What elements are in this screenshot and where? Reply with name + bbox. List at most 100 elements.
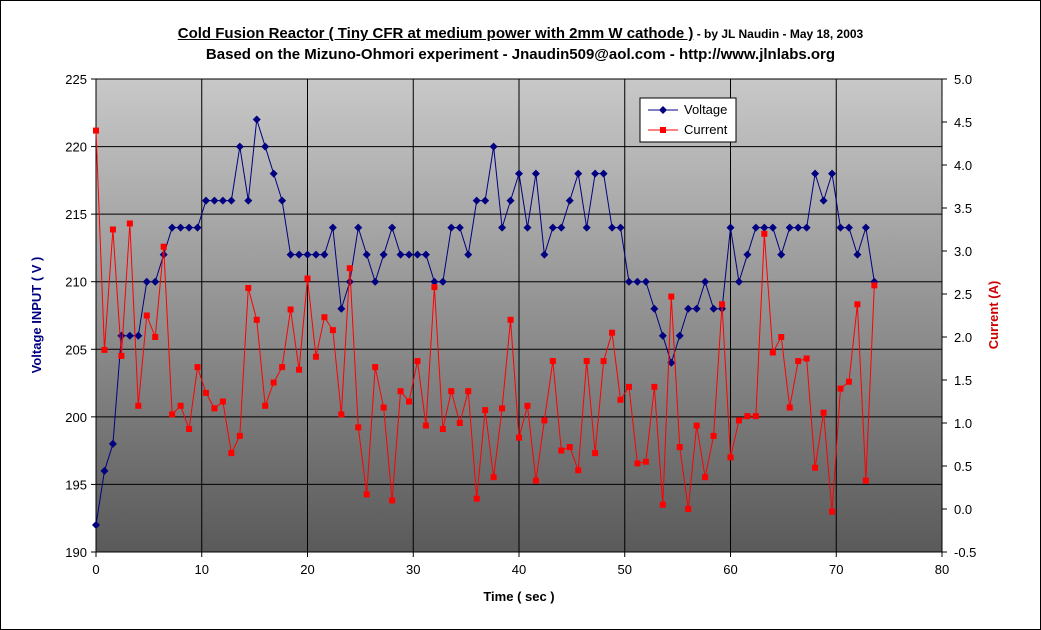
voltage-point [540,250,549,259]
current-point [719,301,726,308]
x-tick-label: 50 [618,562,632,577]
x-tick-label: 30 [406,562,420,577]
current-point [735,417,742,424]
current-point [566,444,573,451]
current-point [583,358,590,365]
voltage-point [396,250,405,259]
current-point [778,334,785,340]
voltage-point [438,277,447,286]
current-point [152,334,159,340]
current-point [592,450,599,457]
current-point [642,458,649,465]
current-point [668,293,675,300]
voltage-point [201,196,210,205]
voltage-point [430,277,439,286]
y-right-tick-label: 2.0 [954,330,972,345]
voltage-point [421,250,430,259]
voltage-point [235,142,244,151]
voltage-point [819,196,828,205]
current-point [431,284,438,291]
voltage-point [252,115,261,124]
voltage-point [227,196,236,205]
voltage-point [675,331,684,340]
voltage-point [650,304,659,313]
voltage-point [142,277,151,286]
current-point [126,220,133,227]
voltage-point [811,169,820,178]
current-point [803,355,810,362]
y-right-tick-label: 2.5 [954,287,972,302]
current-point [143,312,150,319]
voltage-point [261,142,270,151]
current-point [659,501,666,508]
voltage-point [379,250,388,259]
current-point [617,396,624,403]
voltage-point [785,223,794,232]
y-left-tick-label: 220 [65,140,87,155]
current-point [473,495,480,502]
current-point [329,327,336,334]
voltage-point [345,277,354,286]
current-point [456,420,463,426]
y-right-tick-label: 0.5 [954,459,972,474]
voltage-point [641,277,650,286]
voltage-point [455,223,464,232]
current-point [829,508,836,515]
voltage-point [362,250,371,259]
y-left-tick-label: 195 [65,477,87,492]
y-right-tick-label: 3.0 [954,244,972,259]
current-point [558,447,565,454]
current-point [549,358,556,365]
current-point [871,282,878,289]
y-right-tick-label: 0.0 [954,502,972,517]
current-point [625,383,632,390]
current-point [355,424,362,431]
current-point [448,388,455,395]
voltage-point [709,304,718,313]
x-tick-label: 60 [723,562,737,577]
legend-current-label: Current [684,122,728,137]
voltage-point [447,223,456,232]
voltage-point [828,169,837,178]
y-left-tick-label: 210 [65,275,87,290]
voltage-point [608,223,617,232]
current-point [761,230,768,237]
voltage-point [531,169,540,178]
current-point [101,346,108,353]
x-tick-label: 40 [512,562,526,577]
voltage-point [278,196,287,205]
y-left-tick-label: 200 [65,410,87,425]
current-point [279,364,286,371]
voltage-point [565,196,574,205]
voltage-point [743,250,752,259]
current-point [490,474,497,481]
voltage-point [616,223,625,232]
y-right-tick-label: 5.0 [954,72,972,87]
current-point [744,413,751,420]
current-point [236,432,243,439]
current-point [482,407,489,414]
voltage-point [692,304,701,313]
current-point [837,385,844,392]
y-right-tick-label: 3.5 [954,201,972,216]
current-point [321,314,328,321]
x-tick-label: 80 [935,562,949,577]
voltage-point [853,250,862,259]
voltage-point [515,169,523,178]
voltage-point [777,250,786,259]
current-point [812,464,819,471]
y-right-tick-label: 4.5 [954,115,972,130]
voltage-point [574,169,583,178]
current-point [422,422,429,429]
voltage-point [100,466,109,475]
voltage-point [151,277,160,286]
current-point [541,417,548,424]
voltage-point [210,196,219,205]
voltage-point [768,223,777,232]
voltage-point [388,223,397,232]
voltage-point [464,250,473,259]
current-point [169,411,176,418]
current-point [312,353,319,360]
current-point [634,460,641,467]
voltage-point [269,169,278,178]
